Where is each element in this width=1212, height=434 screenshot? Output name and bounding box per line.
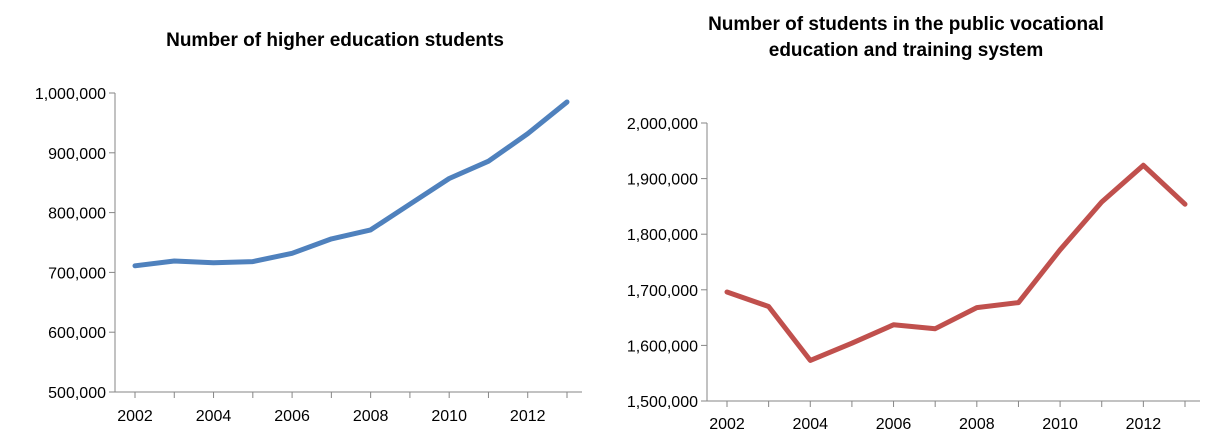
y-tick-label: 1,900,000 [627,172,698,189]
x-tick-label: 2004 [792,416,828,433]
x-tick-label: 2008 [353,408,389,425]
x-tick-label: 2006 [274,408,310,425]
x-tick-label: 2012 [510,408,546,425]
chart-title-line: education and training system [768,40,1044,61]
y-tick-label: 900,000 [48,146,106,163]
chart-panel-vocational-education: Number of students in the public vocatio… [600,0,1212,434]
x-tick-label: 2010 [431,408,467,425]
y-tick-label: 1,700,000 [627,283,698,300]
y-tick-label: 500,000 [48,385,106,402]
chart-title: Number of students in the public vocatio… [600,12,1212,64]
x-tick-label: 2002 [709,416,745,433]
x-tick-label: 2012 [1126,416,1162,433]
x-tick-label: 2002 [117,408,153,425]
chart-title-line: Number of students in the public vocatio… [708,14,1104,35]
y-tick-label: 2,000,000 [627,116,698,133]
y-tick-label: 1,500,000 [627,394,698,411]
x-tick-label: 2008 [959,416,995,433]
chart-panel-higher-education: Number of higher education students 1,00… [0,0,600,434]
series-line [724,162,1188,363]
series-line [132,99,570,269]
line-chart-higher-education: 1,000,000 900,000 800,000 700,000 600,000 500… [35,86,582,425]
y-tick-label: 800,000 [48,206,106,223]
chart-title: Number of higher education students [0,28,600,54]
x-tick-label: 2004 [196,408,232,425]
x-tick-label: 2006 [876,416,912,433]
x-tick-label: 2010 [1042,416,1078,433]
y-tick-label: 1,600,000 [627,338,698,355]
y-tick-label: 700,000 [48,265,106,282]
y-tick-label: 600,000 [48,325,106,342]
line-chart-vocational-education: 2,000,000 1,900,000 1,800,000 1,700,000 1,60… [627,116,1200,433]
chart-title-line: Number of higher education students [166,30,504,51]
y-tick-label: 1,000,000 [35,86,106,103]
y-tick-label: 1,800,000 [627,227,698,244]
